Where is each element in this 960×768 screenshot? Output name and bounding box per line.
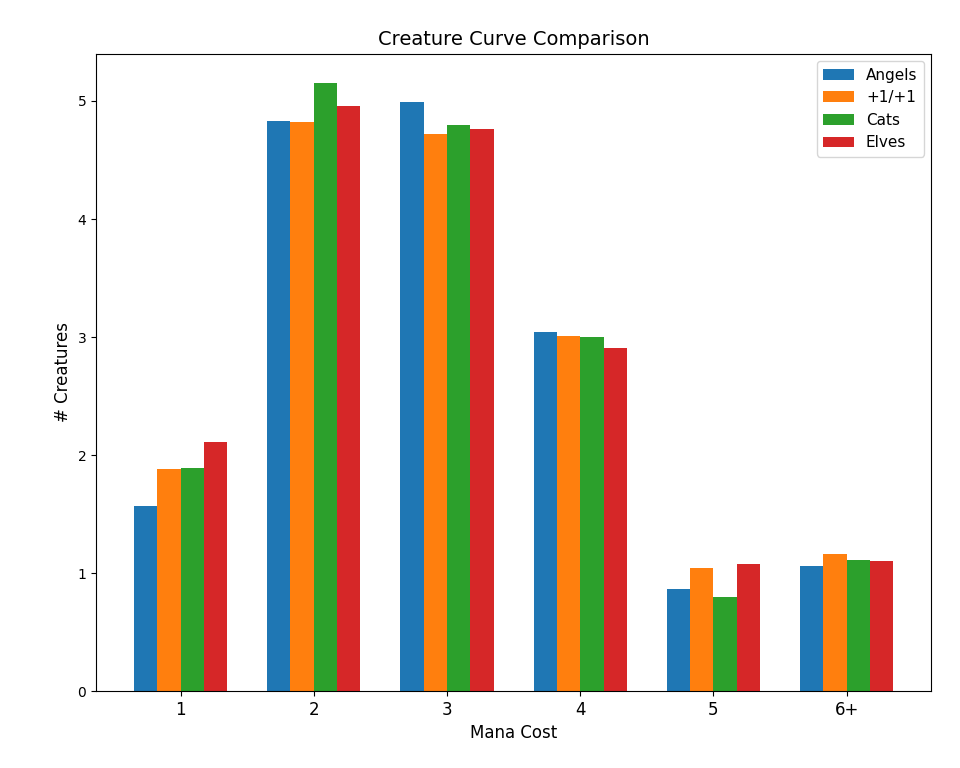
- Bar: [667, 588, 690, 691]
- X-axis label: Mana Cost: Mana Cost: [470, 724, 557, 743]
- Title: Creature Curve Comparison: Creature Curve Comparison: [378, 31, 649, 49]
- Bar: [447, 124, 470, 691]
- Bar: [291, 122, 314, 691]
- Bar: [267, 121, 291, 691]
- Bar: [534, 333, 557, 691]
- Y-axis label: # Creatures: # Creatures: [54, 323, 72, 422]
- Bar: [604, 348, 627, 691]
- Bar: [180, 468, 204, 691]
- Bar: [824, 554, 847, 691]
- Bar: [314, 83, 337, 691]
- Bar: [690, 568, 713, 691]
- Bar: [423, 134, 447, 691]
- Bar: [134, 506, 157, 691]
- Bar: [800, 566, 824, 691]
- Bar: [557, 336, 580, 691]
- Bar: [204, 442, 228, 691]
- Bar: [157, 469, 180, 691]
- Bar: [337, 106, 360, 691]
- Bar: [870, 561, 893, 691]
- Bar: [713, 597, 736, 691]
- Bar: [470, 129, 493, 691]
- Bar: [847, 560, 870, 691]
- Legend: Angels, +1/+1, Cats, Elves: Angels, +1/+1, Cats, Elves: [817, 61, 924, 157]
- Bar: [400, 102, 423, 691]
- Bar: [736, 564, 760, 691]
- Bar: [580, 337, 604, 691]
